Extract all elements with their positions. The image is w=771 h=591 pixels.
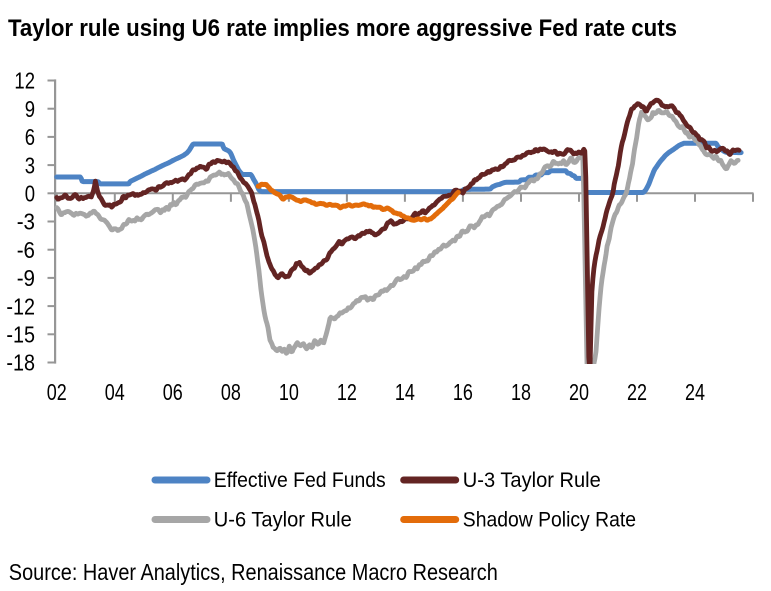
svg-text:18: 18 bbox=[511, 379, 531, 405]
svg-text:12: 12 bbox=[337, 379, 357, 405]
svg-text:-15: -15 bbox=[6, 322, 35, 348]
svg-text:-9: -9 bbox=[17, 265, 35, 291]
svg-text:02: 02 bbox=[47, 379, 67, 405]
svg-text:9: 9 bbox=[25, 96, 35, 122]
svg-text:12: 12 bbox=[14, 68, 35, 94]
svg-text:20: 20 bbox=[569, 379, 589, 405]
svg-text:U-6 Taylor Rule: U-6 Taylor Rule bbox=[214, 507, 352, 531]
svg-text:3: 3 bbox=[25, 152, 35, 178]
svg-text:U-3 Taylor Rule: U-3 Taylor Rule bbox=[463, 468, 601, 492]
svg-text:16: 16 bbox=[453, 379, 473, 405]
svg-text:6: 6 bbox=[25, 124, 35, 150]
svg-text:Shadow Policy Rate: Shadow Policy Rate bbox=[463, 507, 636, 531]
svg-text:14: 14 bbox=[395, 379, 415, 405]
svg-text:Source: Haver Analytics, Renai: Source: Haver Analytics, Renaissance Mac… bbox=[9, 559, 498, 585]
svg-text:04: 04 bbox=[105, 379, 125, 405]
svg-text:08: 08 bbox=[221, 379, 241, 405]
svg-text:Effective Fed Funds: Effective Fed Funds bbox=[214, 468, 386, 492]
svg-text:-6: -6 bbox=[17, 237, 35, 263]
svg-text:-18: -18 bbox=[6, 350, 35, 376]
svg-text:22: 22 bbox=[627, 379, 647, 405]
svg-text:24: 24 bbox=[685, 379, 705, 405]
svg-text:Taylor rule using U6 rate impl: Taylor rule using U6 rate implies more a… bbox=[8, 15, 677, 42]
svg-text:-12: -12 bbox=[6, 293, 35, 319]
svg-text:-3: -3 bbox=[17, 209, 35, 235]
svg-text:0: 0 bbox=[25, 181, 35, 207]
svg-text:06: 06 bbox=[163, 379, 183, 405]
svg-text:10: 10 bbox=[279, 379, 299, 405]
